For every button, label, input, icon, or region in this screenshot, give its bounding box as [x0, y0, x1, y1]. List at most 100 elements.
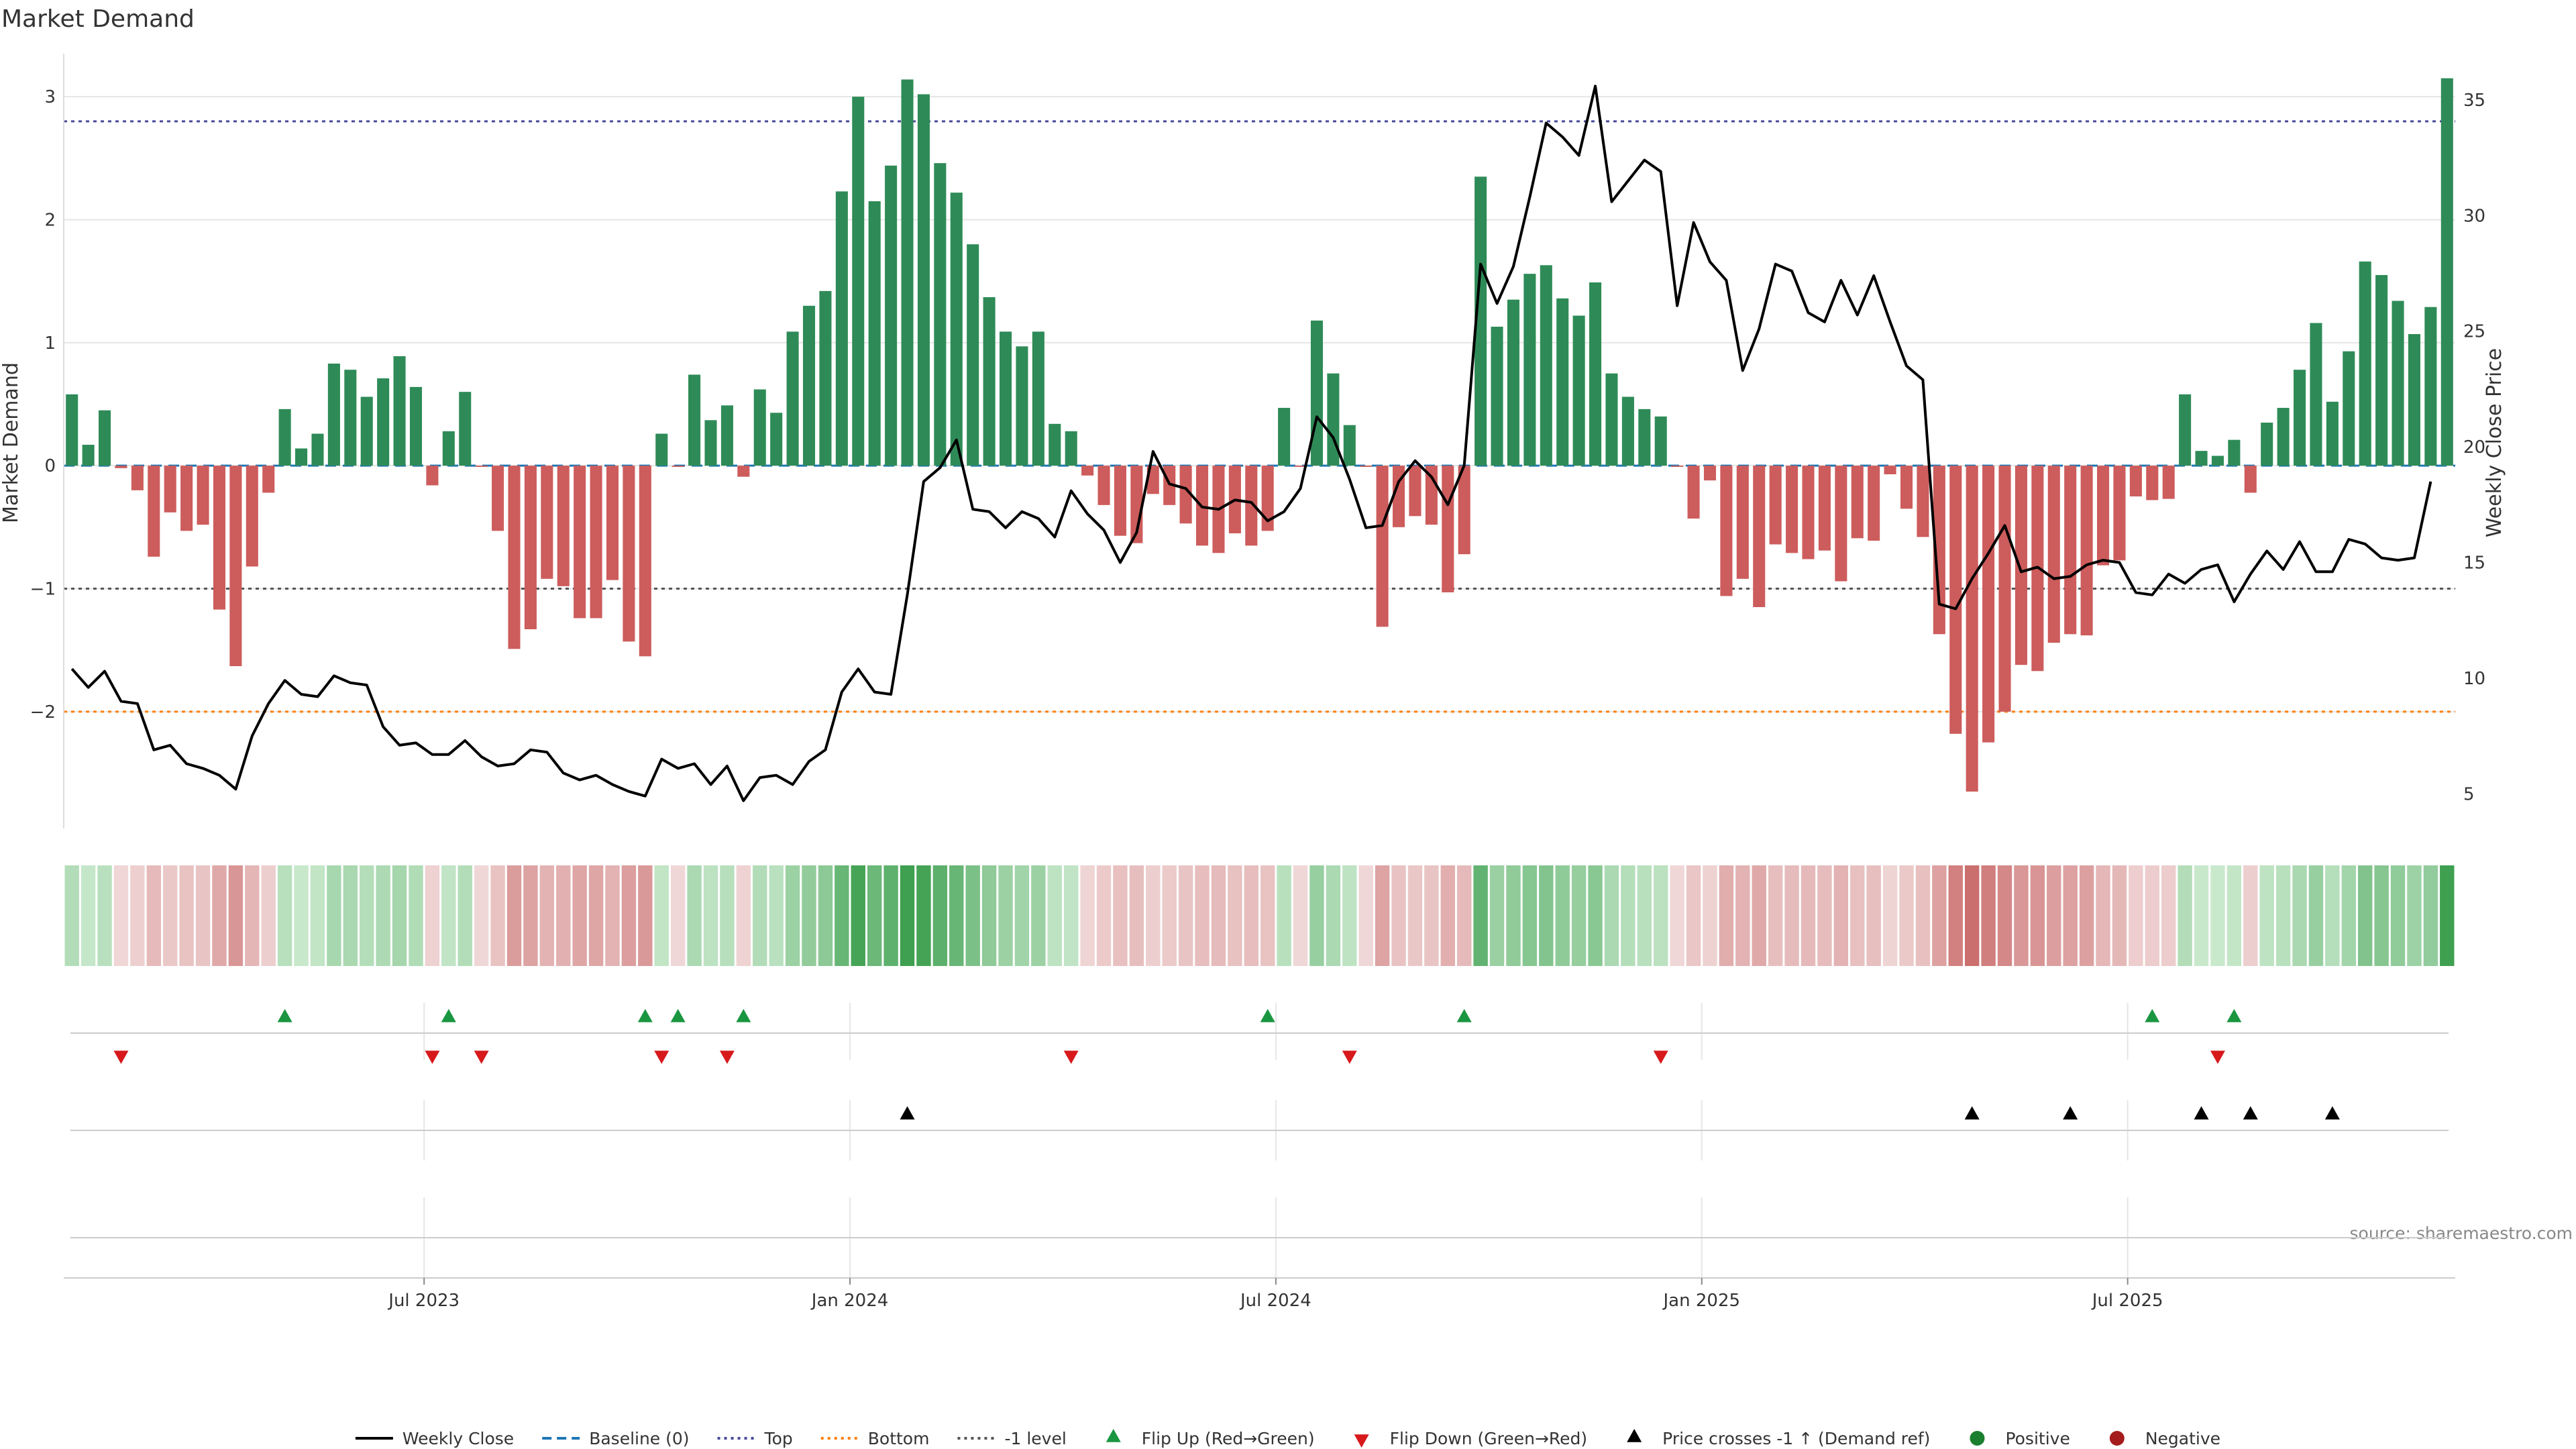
demand-bar [393, 356, 406, 466]
flip-up-marker [1456, 1009, 1472, 1022]
demand-bar [164, 466, 176, 513]
demand-bar [1081, 466, 1094, 476]
heat-cell [179, 865, 194, 966]
demand-bar [2343, 351, 2355, 466]
heat-cell [736, 865, 751, 966]
heat-cell [1375, 865, 1390, 966]
legend-swatch-dot [1970, 1431, 1985, 1446]
heat-cell [1047, 865, 1062, 966]
heat-cell [621, 865, 637, 966]
heat-cell [425, 865, 440, 966]
price-cross-marker [1964, 1106, 1980, 1120]
heat-cell [1735, 865, 1750, 966]
heat-cell [1080, 865, 1095, 966]
heat-cell [1817, 865, 1832, 966]
demand-bar [606, 466, 619, 580]
demand-bar [295, 448, 308, 466]
legend-swatch-triangle-down [1354, 1434, 1369, 1448]
demand-bar [115, 466, 127, 468]
demand-bar [2179, 394, 2192, 466]
flip-down-marker [425, 1051, 440, 1064]
heat-cell [2440, 865, 2455, 966]
weekly-close-line [70, 85, 2432, 802]
demand-bar [704, 420, 717, 466]
heat-cell [1571, 865, 1587, 966]
demand-bar [885, 165, 898, 466]
heat-cell [441, 865, 456, 966]
demand-bar [1049, 423, 1061, 466]
demand-bar [1458, 466, 1470, 555]
demand-bar [2228, 439, 2241, 466]
heat-cell [1899, 865, 1914, 966]
demand-bar [1556, 298, 1569, 466]
x-tick-label: Jan 2025 [1662, 1291, 1741, 1311]
demand-bar [1442, 466, 1454, 592]
demand-bar [1065, 431, 1077, 466]
y2-tick-label: 25 [2463, 322, 2485, 342]
demand-bar [1638, 409, 1651, 466]
demand-bar [802, 305, 816, 466]
demand-bar [688, 374, 701, 466]
y2-axis-label: Weekly Close Price [2483, 348, 2506, 537]
heat-cell [1293, 865, 1308, 966]
legend: Weekly Close Baseline (0) Top Bottom -1 leve… [355, 1429, 2220, 1448]
heat-cell [2145, 865, 2159, 966]
legend-swatch-dot [2109, 1431, 2125, 1446]
heat-cell [1866, 865, 1881, 966]
heat-cell [867, 865, 882, 966]
demand-bar [2113, 466, 2126, 561]
y-axis-label: Market Demand [0, 362, 23, 523]
heat-cell [1031, 865, 1046, 966]
heat-cell [2275, 865, 2291, 966]
heat-cell [1014, 865, 1030, 966]
demand-bar [1949, 466, 1962, 734]
demand-bar [2195, 451, 2208, 466]
heat-cell [900, 865, 915, 966]
demand-bar [459, 392, 472, 466]
heat-cell [1915, 865, 1931, 966]
heat-cell [949, 865, 964, 966]
heat-cell [2161, 865, 2176, 966]
heat-cell [932, 865, 948, 966]
demand-bar [262, 466, 275, 493]
demand-bar [1245, 466, 1258, 546]
heat-cell [2210, 865, 2225, 966]
demand-bar [786, 331, 799, 466]
price-cross-marker [2063, 1106, 2078, 1120]
demand-bar [901, 79, 914, 466]
demand-bar [426, 466, 439, 486]
flip-up-marker [441, 1009, 456, 1022]
heat-cell [294, 865, 309, 966]
x-axis: Jul 2023 Jan 2024 Jul 2024 Jan 2025 Jul 2025 [64, 1277, 2455, 1311]
heat-cell [277, 865, 292, 966]
demand-bar [148, 466, 160, 557]
demand-bar [180, 466, 193, 531]
heat-cell [1801, 865, 1816, 966]
y-tick-label: 1 [44, 333, 56, 354]
heat-cell [2292, 865, 2307, 966]
demand-bar [1802, 466, 1815, 559]
heat-cell [1588, 865, 1603, 966]
demand-bar [852, 97, 865, 466]
heat-cell [2357, 865, 2373, 966]
demand-bar [2080, 466, 2093, 636]
demand-bar [344, 370, 357, 466]
demand-bar [1474, 176, 1487, 466]
demand-bar [917, 94, 930, 466]
flip-up-marker [1260, 1009, 1275, 1022]
heat-cell [392, 865, 407, 966]
demand-bar [377, 378, 390, 466]
demand-bars [66, 78, 2453, 792]
flip-down-marker [1342, 1051, 1357, 1064]
heat-cell [2014, 865, 2029, 966]
demand-bar [99, 410, 111, 466]
legend-item-label: Price crosses -1 ↑ (Demand ref) [1662, 1429, 1930, 1448]
heat-cell [1391, 865, 1406, 966]
demand-bar [1393, 466, 1405, 527]
heat-cell [146, 865, 162, 966]
heat-cell [720, 865, 735, 966]
flip-down-marker [474, 1051, 489, 1064]
heat-cell [1833, 865, 1849, 966]
heat-cell [97, 865, 112, 966]
